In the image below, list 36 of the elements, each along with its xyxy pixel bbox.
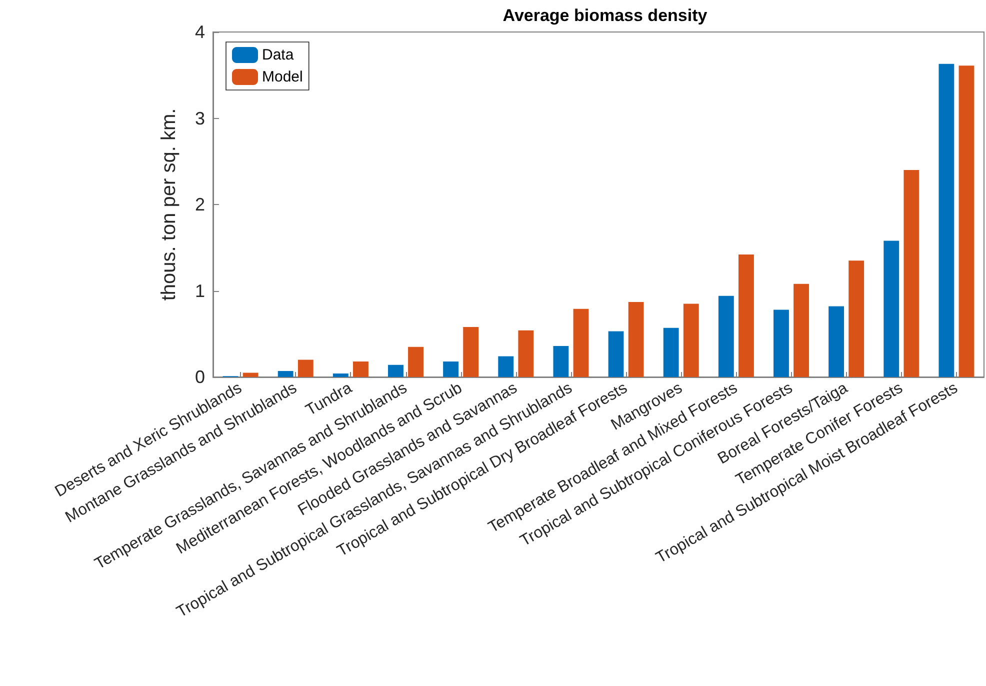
bar <box>958 66 974 377</box>
bar <box>628 302 644 377</box>
bar <box>683 304 699 377</box>
bar <box>242 372 258 377</box>
y-tick-label: 0 <box>194 367 205 387</box>
bar <box>498 356 514 377</box>
bar <box>904 170 920 377</box>
bar <box>443 361 459 377</box>
bar <box>388 364 404 377</box>
bar <box>608 331 624 377</box>
bar <box>408 346 424 377</box>
bar <box>332 374 348 377</box>
bar <box>828 306 844 377</box>
y-tick-label: 1 <box>194 280 205 301</box>
bar <box>884 240 900 377</box>
bar <box>938 64 954 377</box>
bar <box>848 260 864 377</box>
bar <box>278 370 294 377</box>
y-tick-label: 2 <box>194 194 205 214</box>
legend-label: Model <box>262 68 303 86</box>
chart-title: Average biomass density <box>502 6 708 25</box>
legend-label: Data <box>262 46 294 64</box>
y-axis-title: thous. ton per sq. km. <box>158 108 180 301</box>
bar <box>553 346 569 377</box>
bar <box>298 360 314 377</box>
bar <box>573 308 589 377</box>
y-tick-label: 4 <box>194 22 205 42</box>
bar <box>738 254 754 377</box>
bar <box>463 326 479 377</box>
bar <box>352 361 368 377</box>
bar <box>518 330 534 377</box>
y-tick-label: 3 <box>194 108 205 128</box>
bar <box>774 310 789 377</box>
bar <box>663 328 679 377</box>
bar <box>718 296 734 377</box>
bar <box>794 284 809 377</box>
